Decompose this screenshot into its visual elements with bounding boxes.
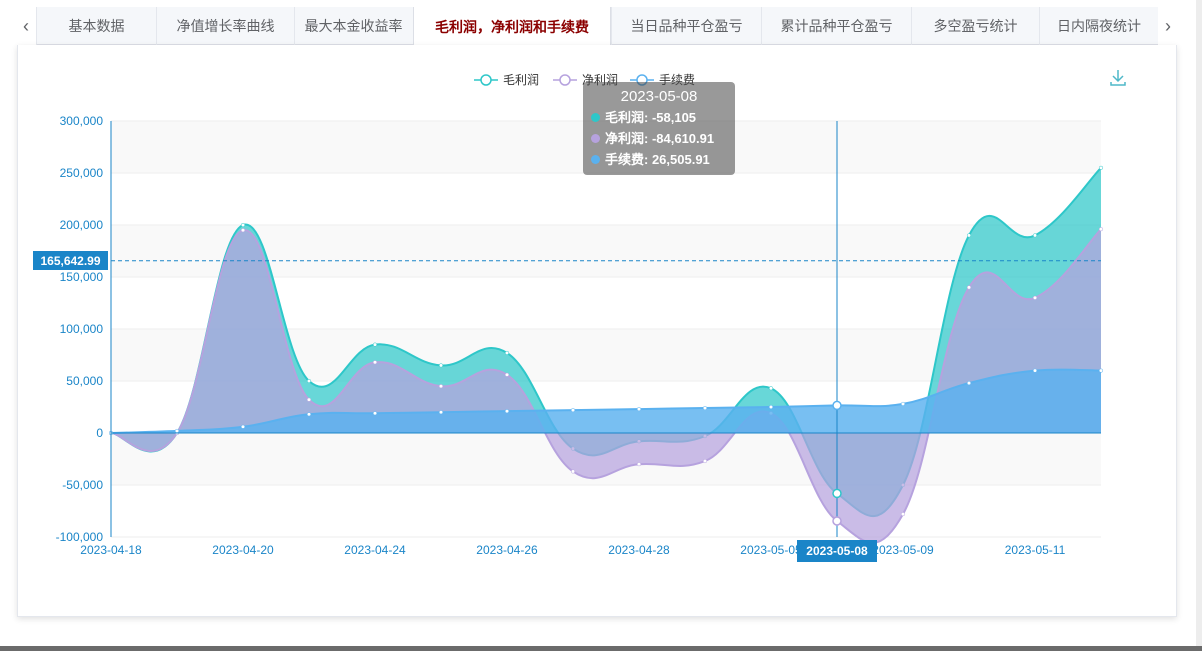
grid-band xyxy=(111,173,1101,225)
series-point[interactable] xyxy=(306,397,312,402)
series-point[interactable] xyxy=(1032,233,1038,238)
series-point[interactable] xyxy=(966,381,972,386)
series-point[interactable] xyxy=(372,411,378,416)
series-point[interactable] xyxy=(240,424,246,429)
download-icon[interactable] xyxy=(1108,67,1128,87)
tab-intraday-overnight-stats[interactable]: 日内隔夜统计 xyxy=(1039,7,1158,45)
series-point[interactable] xyxy=(438,363,444,368)
series-point[interactable] xyxy=(636,462,642,467)
series-point[interactable] xyxy=(240,222,246,228)
y-tick-label: -50,000 xyxy=(62,478,103,492)
grid-band xyxy=(111,485,1101,537)
series-point[interactable] xyxy=(240,228,246,233)
series-point[interactable] xyxy=(966,233,972,238)
y-tick-label: 250,000 xyxy=(60,166,104,180)
tab-profit-and-fees[interactable]: 毛利润，净利润和手续费 xyxy=(413,7,611,46)
series-point[interactable] xyxy=(438,410,444,415)
y-tick-label: -100,000 xyxy=(56,530,104,544)
x-tick-label: 2023-05-11 xyxy=(1005,543,1066,557)
series-point[interactable] xyxy=(570,469,576,474)
series-point[interactable] xyxy=(570,408,576,413)
highlight-point xyxy=(832,400,842,411)
legend-marker xyxy=(480,74,492,86)
y-tick-label: 300,000 xyxy=(60,114,104,128)
y-tick-label: 0 xyxy=(96,426,103,440)
series-point[interactable] xyxy=(504,409,510,414)
tooltip-row-fee: 手续费: 26,505.91 xyxy=(591,149,727,170)
x-tick-label: 2023-04-20 xyxy=(212,543,274,557)
tooltip-row-gross-profit: 毛利润: -58,105 xyxy=(591,107,727,128)
series-point[interactable] xyxy=(504,372,510,377)
tooltip-fee: 手续费: 26,505.91 xyxy=(605,152,710,167)
crosshair-x-value: 2023-05-08 xyxy=(797,540,877,562)
legend-item[interactable]: 毛利润 xyxy=(474,73,539,87)
series-point[interactable] xyxy=(768,404,774,410)
series-point[interactable] xyxy=(504,350,510,355)
x-tick-label: 2023-04-18 xyxy=(80,543,142,557)
y-tick-label: 100,000 xyxy=(60,322,104,336)
series-point[interactable] xyxy=(306,412,312,417)
x-tick-label: 2023-05-09 xyxy=(872,543,934,557)
series-point[interactable] xyxy=(306,378,312,384)
tooltip-gross-profit: 毛利润: -58,105 xyxy=(605,110,697,125)
legend-label: 毛利润 xyxy=(503,73,539,87)
series-area xyxy=(111,369,1101,433)
series-line xyxy=(110,368,1102,434)
x-tick-label: 2023-05-05 xyxy=(740,543,802,557)
series-point[interactable] xyxy=(966,285,972,290)
tab-bar: ‹ 基本数据 净值增长率曲线 最大本金收益率 毛利润，净利润和手续费 当日品种平… xyxy=(16,7,1178,46)
series-line xyxy=(110,228,1102,544)
series-point[interactable] xyxy=(702,405,708,411)
series-point[interactable] xyxy=(702,459,708,464)
x-tick-label: 2023-04-28 xyxy=(608,543,670,557)
x-tick-label: 2023-04-24 xyxy=(344,543,406,557)
tab-long-short-stats[interactable]: 多空盈亏统计 xyxy=(911,7,1039,45)
series-point[interactable] xyxy=(372,342,378,347)
series-point[interactable] xyxy=(1098,165,1104,170)
series-point[interactable] xyxy=(636,407,642,412)
tooltip-row-net-profit: 净利润: -84,610.91 xyxy=(591,128,727,149)
series-point[interactable] xyxy=(900,512,906,517)
series-dot xyxy=(591,134,600,143)
series-point[interactable] xyxy=(900,401,906,406)
crosshair-y-value: 165,642.99 xyxy=(33,251,108,270)
y-tick-label: 150,000 xyxy=(60,270,104,284)
tab-basic-data[interactable]: 基本数据 xyxy=(36,7,156,45)
series-point[interactable] xyxy=(1098,227,1104,232)
tab-nav-growth-curve[interactable]: 净值增长率曲线 xyxy=(156,7,294,45)
series-point[interactable] xyxy=(768,386,774,391)
series-dot xyxy=(591,113,600,122)
grid-band xyxy=(111,225,1101,277)
series-point[interactable] xyxy=(174,428,180,433)
series-area xyxy=(111,229,1101,543)
series-point[interactable] xyxy=(1032,368,1038,373)
y-tick-label: 50,000 xyxy=(66,374,103,388)
tab-max-principal-return[interactable]: 最大本金收益率 xyxy=(294,7,412,45)
legend-marker xyxy=(559,74,571,86)
window-edge-bottom xyxy=(0,646,1202,651)
series-point[interactable] xyxy=(1098,368,1104,373)
tooltip-net-profit: 净利润: -84,610.91 xyxy=(605,131,715,146)
chevron-right-icon[interactable]: › xyxy=(1158,7,1178,45)
series-point[interactable] xyxy=(438,384,444,389)
tab-cumulative-close-pnl[interactable]: 累计品种平仓盈亏 xyxy=(761,7,911,45)
window-edge-right xyxy=(1196,0,1202,651)
highlight-point xyxy=(832,488,842,499)
tab-daily-close-pnl[interactable]: 当日品种平仓盈亏 xyxy=(611,7,761,45)
series-dot xyxy=(591,155,600,164)
tooltip-date: 2023-05-08 xyxy=(620,88,698,105)
highlight-point xyxy=(832,516,842,526)
x-tick-label: 2023-04-26 xyxy=(476,543,538,557)
chevron-left-icon[interactable]: ‹ xyxy=(16,7,36,45)
series-point[interactable] xyxy=(372,360,378,365)
series-point[interactable] xyxy=(1032,295,1038,300)
y-tick-label: 200,000 xyxy=(60,218,104,232)
chart-tooltip: 2023-05-08 毛利润: -58,105 净利润: -84,610.91 … xyxy=(583,82,735,175)
